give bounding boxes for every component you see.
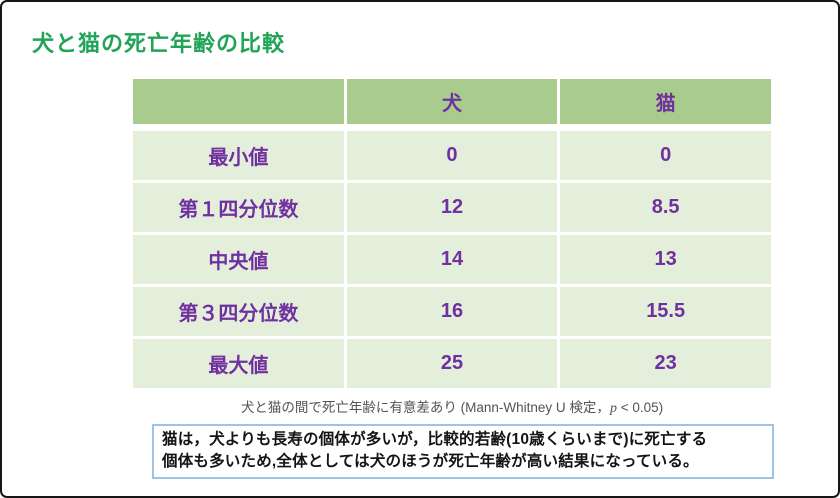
significance-footnote: 犬と猫の間で死亡年齢に有意差あり (Mann-Whitney U 検定，p < … [133,396,771,417]
row-label-min: 最小値 [133,131,344,180]
dog-min-value: 0 [346,131,558,180]
cat-min-value: 0 [560,131,771,180]
dog-q3-value: 16 [346,287,558,336]
conclusion-note-box: 猫は，犬よりも長寿の個体が多いが，比較的若齢(10歳くらいまで)に死亡する 個体… [152,424,774,479]
dog-q1-value: 12 [346,183,558,232]
stats-table: 犬 猫 最小値 0 0 第１四分位数 12 8.5 中央値 14 13 第３四分… [133,79,771,388]
table-header-dog-cell: 犬 [346,79,558,124]
row-label-q1: 第１四分位数 [133,183,344,232]
row-label-median: 中央値 [133,235,344,284]
dog-median-value: 14 [346,235,558,284]
table-header-cat-cell: 猫 [560,79,771,124]
dog-max-value: 25 [346,339,558,388]
note-line-2: 個体も多いため,全体としては犬のほうが死亡年齢が高い結果になっている。 [162,453,699,470]
row-label-max: 最大値 [133,339,344,388]
footnote-text-suffix: < 0.05) [616,400,664,415]
cat-max-value: 23 [560,339,771,388]
note-line-1: 猫は，犬よりも長寿の個体が多いが，比較的若齢(10歳くらいまで)に死亡する [162,431,708,448]
p-value-symbol: p [609,401,617,416]
page-title: 犬と猫の死亡年齢の比較 [32,31,286,56]
cat-q1-value: 8.5 [560,183,771,232]
table-header-corner-cell [133,79,344,124]
cat-q3-value: 15.5 [560,287,771,336]
footnote-text-prefix: 犬と猫の間で死亡年齢に有意差あり (Mann-Whitney U 検定， [240,400,610,415]
cat-median-value: 13 [560,235,771,284]
row-label-q3: 第３四分位数 [133,287,344,336]
